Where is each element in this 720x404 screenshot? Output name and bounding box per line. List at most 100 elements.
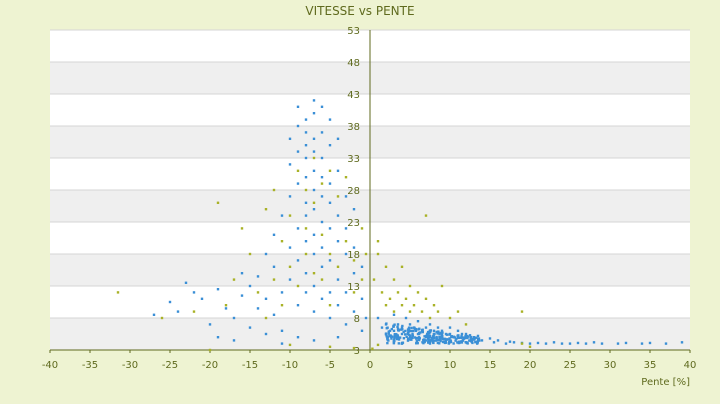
data-point — [304, 118, 308, 121]
data-point — [422, 338, 425, 342]
data-point — [192, 310, 196, 313]
data-point — [576, 341, 580, 345]
data-point — [320, 278, 324, 281]
data-point — [312, 208, 316, 211]
data-point — [456, 334, 459, 337]
data-point — [344, 176, 348, 179]
data-point — [431, 338, 434, 341]
data-point — [465, 334, 468, 338]
data-point — [280, 291, 284, 294]
data-point — [468, 334, 472, 337]
data-point — [296, 227, 300, 230]
y-tick-label: 8 — [354, 314, 360, 325]
data-point — [328, 291, 332, 294]
data-point — [396, 325, 399, 329]
data-point — [272, 265, 276, 268]
data-point — [415, 342, 418, 345]
x-tick-label: 20 — [524, 360, 537, 371]
data-point — [504, 342, 508, 345]
x-tick-label: -30 — [122, 360, 138, 371]
data-point — [344, 195, 348, 198]
series-2 — [116, 156, 532, 352]
x-tick-label: 15 — [484, 360, 497, 371]
data-point — [428, 332, 431, 335]
data-point — [508, 340, 512, 343]
data-point — [312, 137, 316, 140]
data-point — [476, 334, 480, 338]
data-point — [304, 252, 308, 256]
data-point — [445, 333, 449, 336]
data-point — [404, 297, 408, 300]
data-point — [328, 345, 332, 348]
data-point — [395, 337, 399, 341]
data-point — [232, 316, 236, 320]
data-point — [397, 336, 400, 339]
data-point — [304, 291, 308, 294]
data-point — [411, 336, 414, 340]
y-tick-label: 3 — [354, 346, 360, 357]
data-point — [408, 310, 412, 313]
data-point — [386, 341, 389, 345]
data-point — [448, 340, 451, 344]
data-point — [256, 275, 260, 278]
data-point — [447, 342, 451, 345]
x-tick-label: -25 — [162, 360, 178, 371]
data-point — [520, 310, 524, 313]
data-point — [336, 169, 340, 172]
data-point — [425, 339, 428, 342]
data-point — [528, 342, 532, 345]
data-point — [415, 339, 419, 343]
data-point — [312, 156, 316, 160]
data-point — [386, 336, 390, 339]
data-point — [320, 182, 324, 185]
data-point — [461, 339, 464, 342]
data-point — [387, 332, 390, 335]
data-point — [436, 341, 440, 345]
x-tick-label: 35 — [644, 360, 657, 371]
data-point — [384, 265, 388, 268]
data-point — [456, 336, 459, 340]
data-point — [415, 337, 418, 340]
data-point — [428, 335, 432, 338]
data-point — [424, 297, 428, 300]
series-1-dense — [384, 322, 481, 345]
data-point — [280, 342, 284, 345]
x-tick-label: 30 — [604, 360, 617, 371]
data-point — [445, 338, 449, 341]
data-point — [248, 326, 252, 329]
data-point — [512, 341, 516, 344]
data-point — [224, 304, 228, 307]
data-point — [424, 336, 428, 339]
x-tick-label: 0 — [367, 360, 373, 371]
data-point — [344, 252, 348, 256]
data-point — [264, 252, 268, 256]
data-point — [272, 233, 276, 236]
data-point — [420, 310, 424, 313]
data-point — [280, 214, 284, 217]
y-tick-label: 33 — [347, 154, 360, 165]
data-point — [208, 348, 212, 352]
data-point — [352, 272, 356, 275]
data-point — [448, 316, 452, 320]
data-point — [240, 272, 244, 275]
data-point — [396, 291, 400, 294]
data-point — [443, 341, 446, 344]
data-point — [398, 336, 402, 339]
data-point — [592, 341, 596, 344]
data-point — [216, 336, 220, 339]
data-point — [404, 333, 407, 336]
data-point — [336, 265, 340, 268]
data-point — [584, 342, 588, 345]
data-point — [440, 329, 444, 332]
data-point — [256, 307, 260, 310]
data-point — [432, 335, 435, 338]
data-point — [384, 304, 388, 307]
data-point — [376, 316, 380, 320]
data-point — [312, 169, 316, 172]
data-point — [176, 310, 180, 313]
data-point — [438, 342, 441, 345]
data-point — [528, 345, 532, 348]
data-point — [436, 310, 440, 313]
data-point — [459, 340, 463, 343]
data-point — [304, 144, 308, 147]
